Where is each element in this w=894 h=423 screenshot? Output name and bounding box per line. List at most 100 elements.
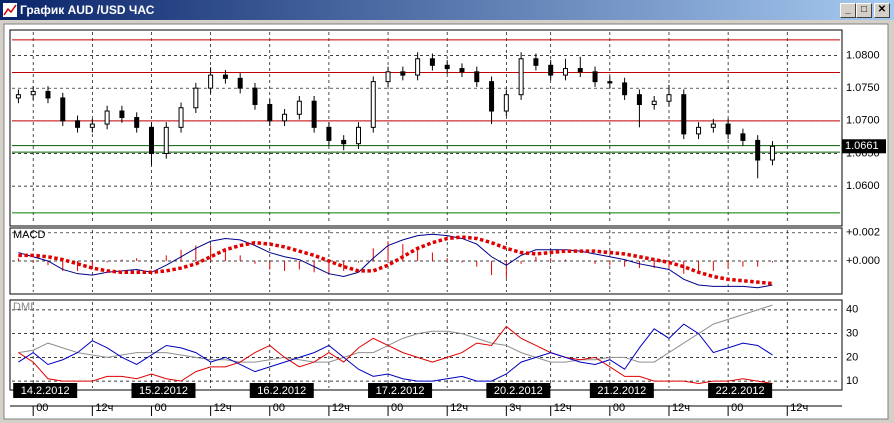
date-label: 20.2.2012 (494, 385, 543, 397)
candle-body (163, 126, 169, 154)
candle-body (193, 87, 199, 109)
last-price-box (842, 139, 886, 154)
panel-frame (9, 227, 843, 295)
chart-area (3, 23, 889, 420)
candle-body (75, 120, 81, 128)
y-tick-label: +0.002 (846, 227, 880, 239)
candle-body (89, 123, 95, 128)
candle-body (311, 100, 317, 128)
close-button[interactable]: ✕ (874, 3, 890, 18)
series-line (18, 304, 773, 363)
candle-body (148, 126, 154, 154)
candle-body (769, 145, 775, 161)
date-label: 16.2.2012 (257, 385, 306, 397)
x-tick-label: 00 (731, 402, 743, 414)
candle-body (15, 94, 21, 99)
x-tick-label: 12ч (332, 402, 350, 414)
candle-body (725, 123, 731, 135)
candle-body (45, 90, 51, 99)
candle-body (696, 126, 702, 135)
x-tick-label: 00 (36, 402, 48, 414)
candle-body (134, 117, 140, 128)
y-tick-label: 10 (846, 375, 858, 387)
panel-title: DMI (13, 301, 33, 313)
last-price-label: 1.0661 (845, 140, 879, 152)
candle-body (562, 68, 568, 76)
candle-body (459, 68, 465, 73)
series-line (18, 325, 773, 384)
series-line (18, 323, 773, 382)
x-tick-label: 00 (273, 402, 285, 414)
x-tick-label: 00 (613, 402, 625, 414)
candle-body (30, 90, 36, 96)
chart: 1.06001.06501.07001.07501.08001.0661+0.0… (3, 23, 889, 420)
candle-body (326, 126, 332, 141)
date-label: 22.2.2012 (716, 385, 765, 397)
date-box (131, 383, 196, 398)
candle-body (489, 81, 495, 112)
x-tick-label: 12ч (95, 402, 113, 414)
candle-body (237, 77, 243, 89)
title-bar: График AUD /USD ЧАС _ □ ✕ (0, 0, 894, 20)
candle-body (370, 81, 376, 128)
candle-body (444, 64, 450, 70)
maximize-button[interactable]: □ (856, 3, 872, 18)
y-tick-label: 40 (846, 304, 858, 316)
candle-body (341, 139, 347, 145)
candle-body (208, 74, 214, 89)
x-tick-label: 12ч (450, 402, 468, 414)
y-tick-label: 20 (846, 351, 858, 363)
date-box (13, 383, 78, 398)
candle-body (222, 74, 228, 79)
candle-body (415, 58, 421, 76)
candle-body (710, 123, 716, 128)
candle-body (282, 113, 288, 122)
y-tick-label: 1.0800 (846, 49, 880, 61)
date-label: 14.2.2012 (21, 385, 70, 397)
minimize-button[interactable]: _ (840, 3, 856, 18)
candle-body (503, 94, 509, 112)
y-tick-label: +0.000 (846, 255, 880, 267)
date-box (368, 383, 433, 398)
y-tick-label: 1.0600 (846, 180, 880, 192)
candle-body (104, 110, 110, 125)
x-tick-label: 12ч (790, 402, 808, 414)
date-label: 15.2.2012 (139, 385, 188, 397)
x-tick-label: 12ч (554, 402, 572, 414)
y-tick-label: 1.0750 (846, 82, 880, 94)
candle-body (651, 100, 657, 105)
y-tick-label: 1.0700 (846, 115, 880, 127)
panel-title: MACD (13, 229, 45, 241)
x-tick-label: 12ч (214, 402, 232, 414)
candle-body (474, 71, 480, 83)
candle-body (666, 94, 672, 102)
panel-frame (9, 29, 843, 227)
candle-body (592, 71, 598, 83)
date-box (708, 383, 773, 398)
candle-body (267, 103, 273, 122)
series-line (18, 235, 773, 286)
x-tick-label: 00 (391, 402, 403, 414)
candle-body (119, 110, 125, 119)
candle-body (681, 94, 687, 135)
candle-body (548, 64, 554, 76)
candle-body (178, 107, 184, 128)
candle-body (355, 126, 361, 145)
date-label: 17.2.2012 (376, 385, 425, 397)
candle-body (577, 68, 583, 73)
candle-body (252, 87, 258, 105)
y-tick-label: 30 (846, 328, 858, 340)
candle-body (755, 139, 761, 161)
date-box (249, 383, 314, 398)
candle-body (636, 94, 642, 105)
date-box (589, 383, 654, 398)
window-title: График AUD /USD ЧАС (20, 3, 155, 17)
candle-body (296, 100, 302, 115)
candle-body (518, 58, 524, 96)
x-tick-label: 3ч (509, 402, 521, 414)
date-box (486, 383, 551, 398)
x-tick-label: 00 (154, 402, 166, 414)
x-tick-label: 12ч (672, 402, 690, 414)
candle-body (429, 58, 435, 66)
